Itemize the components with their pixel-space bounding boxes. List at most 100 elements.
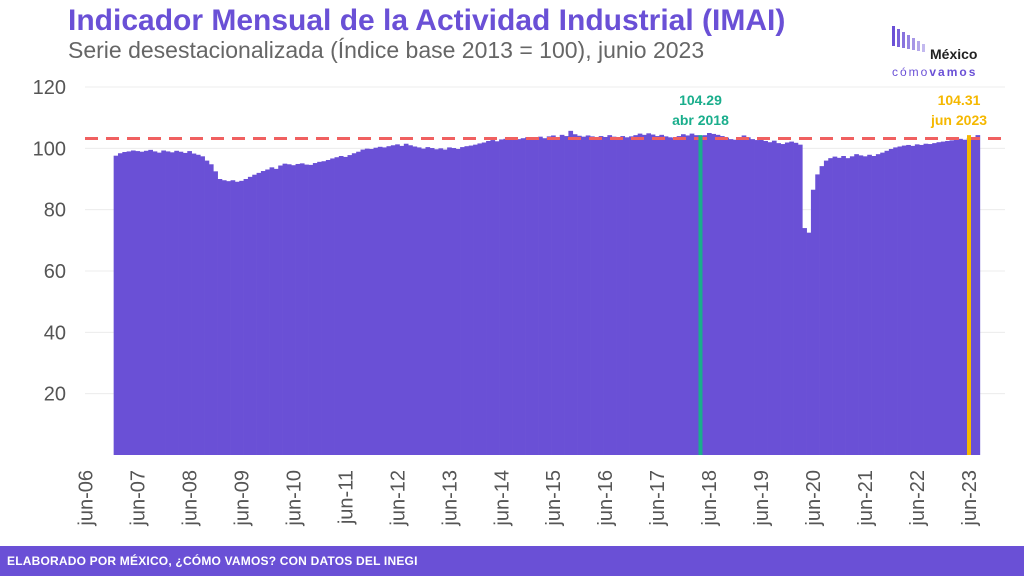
- data-bar: [555, 136, 561, 455]
- data-bar: [815, 174, 820, 455]
- data-bar: [191, 153, 197, 456]
- data-bar: [252, 174, 257, 455]
- data-bar: [624, 137, 630, 455]
- data-bar: [854, 154, 859, 455]
- data-bar: [208, 164, 214, 455]
- data-bar: [278, 165, 283, 455]
- data-bar: [204, 160, 210, 455]
- data-bar: [408, 145, 413, 455]
- y-tick-label: 20: [44, 384, 66, 406]
- data-bar: [161, 150, 166, 455]
- data-bar: [299, 163, 305, 456]
- data-bar: [178, 151, 184, 455]
- data-bar: [286, 164, 292, 455]
- highlight-value-label: 104.29: [679, 92, 722, 108]
- data-bar: [650, 134, 656, 455]
- data-bar: [117, 153, 123, 455]
- logo-text-como-vamos: cómovamos: [892, 65, 977, 79]
- data-bar: [356, 151, 361, 455]
- data-bar: [616, 137, 621, 455]
- data-bar: [936, 142, 942, 455]
- data-bar: [975, 135, 981, 455]
- data-bar: [364, 148, 370, 455]
- data-bar: [282, 163, 288, 456]
- y-tick-label: 40: [44, 322, 66, 344]
- data-bar: [603, 136, 608, 455]
- data-bar: [438, 148, 444, 455]
- data-bar: [689, 133, 695, 456]
- data-bar: [663, 136, 669, 455]
- y-tick-label: 60: [44, 261, 66, 283]
- data-bar: [533, 137, 539, 455]
- data-bar: [304, 164, 309, 455]
- data-bar: [806, 232, 812, 455]
- data-bar: [399, 145, 405, 455]
- data-bar: [884, 150, 890, 455]
- data-bar: [577, 135, 582, 455]
- x-tick-label: jun-20: [803, 470, 825, 527]
- data-bar: [447, 147, 452, 455]
- data-bar: [351, 153, 357, 455]
- x-tick-label: jun-18: [699, 470, 721, 527]
- data-bar: [516, 139, 522, 455]
- chart-title: Indicador Mensual de la Actividad Indust…: [68, 4, 786, 37]
- data-bar: [451, 148, 457, 455]
- data-bar: [745, 137, 751, 455]
- x-tick-label: jun-15: [543, 470, 565, 527]
- data-bar: [940, 141, 946, 455]
- y-tick-label: 120: [33, 77, 66, 99]
- data-bar: [767, 142, 773, 455]
- data-bar: [629, 136, 634, 455]
- y-tick-label: 80: [44, 200, 66, 222]
- data-bar: [823, 160, 829, 455]
- data-bar: [291, 165, 296, 455]
- data-bar: [122, 152, 127, 455]
- data-bar: [386, 146, 392, 455]
- data-bar: [724, 137, 729, 455]
- data-bar: [559, 134, 565, 455]
- x-tick-label: jun-14: [491, 470, 513, 527]
- data-bar: [784, 142, 790, 455]
- data-bar: [234, 181, 240, 455]
- data-bar: [685, 135, 691, 455]
- data-bar: [273, 168, 279, 455]
- data-bar: [971, 137, 976, 455]
- data-bar: [113, 155, 119, 455]
- data-bar: [836, 157, 842, 455]
- data-bar: [871, 156, 877, 455]
- data-bar: [156, 152, 162, 455]
- data-bar: [226, 181, 231, 455]
- data-bar: [568, 130, 574, 455]
- data-bar: [542, 138, 548, 455]
- highlight-value-label: 104.31: [938, 92, 981, 108]
- data-bar: [403, 143, 409, 455]
- data-bar: [776, 143, 781, 455]
- data-bar: [875, 154, 881, 455]
- data-bar: [901, 145, 907, 455]
- data-bar: [897, 146, 903, 455]
- data-bar: [676, 136, 682, 455]
- data-bar: [945, 140, 950, 455]
- logo-text-vamos: vamos: [929, 65, 978, 79]
- mexico-como-vamos-logo: México cómovamos: [890, 24, 990, 84]
- data-bar: [819, 166, 825, 455]
- x-tick-label: jun-23: [959, 470, 981, 527]
- data-bar: [564, 136, 569, 455]
- data-bar: [317, 161, 322, 455]
- data-bar: [295, 163, 301, 455]
- x-tick-label: jun-07: [127, 470, 149, 527]
- data-bar: [343, 156, 348, 456]
- data-bar: [260, 171, 266, 455]
- data-bar: [486, 140, 491, 455]
- data-bar: [642, 134, 647, 455]
- data-bar: [732, 139, 738, 455]
- data-bar: [499, 139, 504, 455]
- footer-bar: ELABORADO POR MÉXICO, ¿CÓMO VAMOS? CON D…: [0, 546, 1024, 576]
- data-bar: [169, 152, 175, 455]
- data-bar: [390, 145, 396, 455]
- data-bar: [455, 148, 461, 455]
- data-bar: [174, 150, 179, 455]
- data-bar: [867, 154, 872, 455]
- data-bar: [434, 149, 439, 455]
- data-bar: [269, 167, 275, 455]
